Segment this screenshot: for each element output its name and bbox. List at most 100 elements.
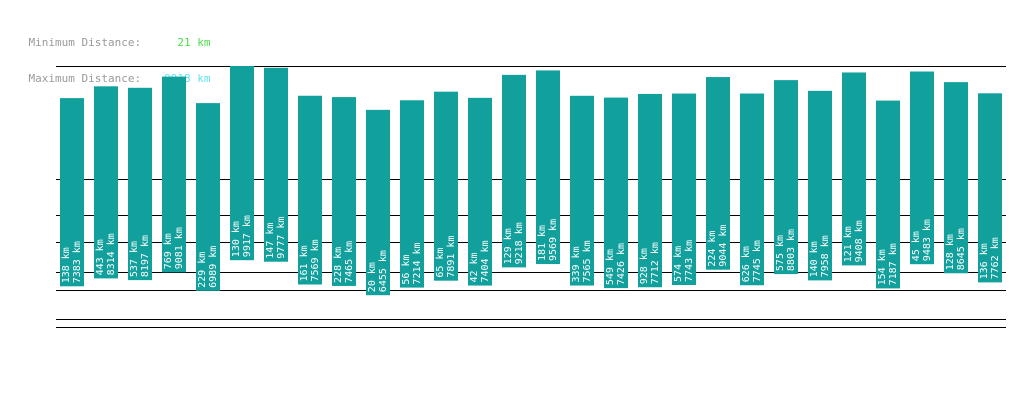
minimum-distance-bar-label: 549 km <box>605 249 616 285</box>
maximum-distance-bar-label: 9777 km <box>276 217 287 259</box>
range-bar <box>332 97 356 286</box>
minimum-distance-bar-label: 128 km <box>945 234 956 270</box>
maximum-distance-bar-label: 8803 km <box>786 229 797 271</box>
minimum-distance-bar-label: 65 km <box>435 248 446 278</box>
maximum-distance-bar-label: 8314 km <box>106 233 117 275</box>
maximum-distance-bar-label: 7404 km <box>480 240 491 282</box>
maximum-distance-bar-label: 9483 km <box>922 219 933 261</box>
maximum-distance-bar-label: 7187 km <box>888 243 899 285</box>
range-bar <box>604 97 628 289</box>
maximum-distance-bar-label: 7569 km <box>310 239 321 281</box>
maximum-distance-bar-label: 7383 km <box>72 241 83 283</box>
minimum-distance-bar-label: 42 km <box>469 252 480 282</box>
maximum-distance-bar-label: 6455 km <box>378 250 389 292</box>
maximum-distance-bar-label: 7958 km <box>820 235 831 277</box>
range-bar-group: 129 km 9218 km <box>502 74 526 268</box>
maximum-distance-bar-label: 9044 km <box>718 225 729 267</box>
minimum-distance-bar-label: 121 km <box>843 226 854 262</box>
minimum-distance-bar-label: 138 km <box>61 247 72 283</box>
maximum-distance-bar-label: 9218 km <box>514 222 525 264</box>
range-bar <box>94 86 118 279</box>
minimum-distance-bar-label: 136 km <box>979 243 990 279</box>
range-bar-group: 549 km 7426 km <box>604 97 628 289</box>
range-bar <box>434 91 458 281</box>
maximum-distance-bar-label: 9408 km <box>854 220 865 262</box>
range-bar-group: 574 km 7743 km <box>672 93 696 285</box>
minimum-distance-bar-label: 769 km <box>163 233 174 269</box>
maximum-distance-bar-label: 7214 km <box>412 242 423 284</box>
range-bar-group: 575 km 8803 km <box>774 80 798 275</box>
range-bar <box>298 95 322 285</box>
range-bar-group: 20 km 6455 km <box>366 109 390 296</box>
range-bar-group: 443 km 8314 km <box>94 86 118 279</box>
range-bar <box>910 71 934 265</box>
minimum-distance-bar-label: 154 km <box>877 249 888 285</box>
range-bar-group: 138 km 7383 km <box>60 98 84 287</box>
range-bar-group: 229 km 6989 km <box>196 103 220 291</box>
range-bar <box>808 90 832 281</box>
range-bar-group: 154 km 7187 km <box>876 100 900 289</box>
range-bar-group: 56 km 7214 km <box>400 100 424 288</box>
range-bar-group: 626 km 7745 km <box>740 93 764 286</box>
range-bar <box>706 77 730 270</box>
minimum-distance-bar-label: 537 km <box>129 241 140 277</box>
range-bar <box>740 93 764 286</box>
minimum-distance-bar-label: 20 km <box>367 262 378 292</box>
range-bar-group: 161 km 7569 km <box>298 95 322 285</box>
minimum-distance-bar-label: 161 km <box>299 245 310 281</box>
maximum-distance-bar-label: 7565 km <box>582 240 593 282</box>
minimum-distance-bar-label: 575 km <box>775 235 786 271</box>
range-bar-group: 228 km 7465 km <box>332 97 356 286</box>
minimum-distance-row: Minimum Distance: 21 km <box>2 25 211 61</box>
range-bar <box>230 66 254 261</box>
range-bar-group: 928 km 7712 km <box>638 93 662 288</box>
range-bar-group: 136 km 7762 km <box>978 93 1002 283</box>
minimum-distance-bar-label: 45 km <box>911 231 922 261</box>
maximum-distance-bar-label: 9081 km <box>174 227 185 269</box>
range-bar <box>162 76 186 273</box>
range-bar <box>60 98 84 287</box>
maximum-distance-bar-label: 7745 km <box>752 240 763 282</box>
range-bar <box>944 82 968 274</box>
minimum-distance-bar-label: 443 km <box>95 239 106 275</box>
range-bar <box>638 93 662 288</box>
range-bar <box>672 93 696 285</box>
maximum-distance-bar-label: 8197 km <box>140 235 151 277</box>
range-bar <box>502 74 526 268</box>
minimum-distance-bar-label: 928 km <box>639 248 650 284</box>
range-bar-group: 65 km 7891 km <box>434 91 458 281</box>
maximum-distance-bar-label: 7712 km <box>650 242 661 284</box>
range-bar <box>196 103 220 291</box>
range-bar-group: 339 km 7565 km <box>570 95 594 286</box>
minimum-distance-value: 21 km <box>177 36 211 49</box>
range-bar <box>842 72 866 266</box>
maximum-distance-bar-label: 7465 km <box>344 241 355 283</box>
maximum-distance-label: Maximum Distance: <box>28 72 142 85</box>
range-bar <box>876 100 900 289</box>
maximum-distance-bar-label: 9569 km <box>548 219 559 261</box>
range-bar <box>400 100 424 288</box>
minimum-distance-bar-label: 339 km <box>571 246 582 282</box>
range-bar-group: 224 km 9044 km <box>706 77 730 270</box>
range-bar <box>978 93 1002 283</box>
minimum-distance-bar-label: 147 km <box>265 223 276 259</box>
range-bar-group: 140 km 7958 km <box>808 90 832 281</box>
maximum-distance-bar-label: 8645 km <box>956 228 967 270</box>
range-bar <box>128 87 152 281</box>
maximum-distance-bar-label: 6989 km <box>208 246 219 288</box>
minimum-distance-bar-label: 626 km <box>741 246 752 282</box>
maximum-distance-bar-label: 7762 km <box>990 237 1001 279</box>
range-bar-group: 181 km 9569 km <box>536 70 560 265</box>
maximum-distance-bar-label: 7891 km <box>446 236 457 278</box>
minimum-distance-bar-label: 181 km <box>537 225 548 261</box>
range-bar-group: 128 km 8645 km <box>944 82 968 274</box>
range-bar-group: 537 km 8197 km <box>128 87 152 281</box>
minimum-distance-bar-label: 130 km <box>231 221 242 257</box>
range-bar <box>264 67 288 262</box>
range-bar <box>774 80 798 275</box>
range-bar <box>570 95 594 286</box>
minimum-distance-bar-label: 228 km <box>333 247 344 283</box>
range-bar-group: 45 km 9483 km <box>910 71 934 265</box>
range-bar <box>468 97 492 286</box>
